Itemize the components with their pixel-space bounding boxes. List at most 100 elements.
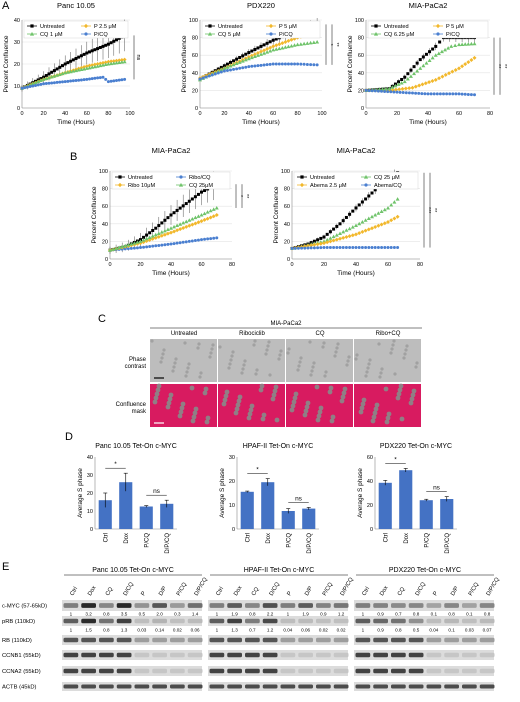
series-3 bbox=[290, 246, 400, 250]
data-point bbox=[210, 73, 214, 77]
cell-texture bbox=[186, 366, 190, 370]
category-label: Ctrl bbox=[383, 533, 389, 542]
data-point bbox=[181, 220, 186, 225]
x-tick-label: 40 bbox=[353, 262, 359, 268]
lane-label: D/P/CQ bbox=[194, 576, 209, 597]
x-tick-label: 0 bbox=[20, 111, 23, 117]
cell-texture bbox=[292, 395, 298, 401]
data-point bbox=[88, 50, 91, 54]
cell-texture bbox=[278, 353, 282, 357]
data-point bbox=[262, 48, 267, 53]
blot-band bbox=[187, 637, 203, 643]
cell-texture bbox=[414, 365, 418, 369]
data-point bbox=[354, 206, 358, 210]
y-axis-label: Percent Confluence bbox=[91, 186, 98, 243]
cell-texture bbox=[260, 416, 266, 422]
blot-band bbox=[245, 684, 260, 689]
category-label: Dox bbox=[124, 533, 130, 544]
blot-strip bbox=[62, 616, 202, 626]
data-point bbox=[162, 228, 167, 233]
data-point bbox=[312, 63, 316, 67]
cell-texture bbox=[405, 344, 409, 348]
chart-title: HPAF-II Tet-On c-MYC bbox=[243, 443, 314, 450]
cell-texture bbox=[410, 392, 416, 398]
data-point bbox=[66, 61, 70, 65]
data-point bbox=[315, 40, 320, 44]
data-point bbox=[357, 221, 362, 226]
phase-contrast-image bbox=[286, 339, 353, 382]
cell-texture bbox=[335, 346, 339, 350]
data-point bbox=[259, 49, 263, 54]
data-point bbox=[360, 220, 365, 224]
data-point bbox=[63, 80, 67, 84]
y-tick-label: 60 bbox=[284, 204, 290, 210]
data-point bbox=[98, 61, 103, 66]
quant-value: 0.03 bbox=[465, 628, 474, 633]
data-point bbox=[403, 86, 408, 91]
cell-texture bbox=[221, 401, 227, 407]
cell-texture bbox=[159, 360, 163, 364]
data-point bbox=[265, 63, 269, 67]
cell-texture bbox=[197, 342, 201, 346]
blot-band bbox=[116, 618, 132, 624]
data-point bbox=[187, 218, 192, 222]
legend-marker bbox=[435, 23, 441, 29]
data-point bbox=[398, 90, 402, 94]
data-point bbox=[308, 40, 313, 45]
data-point bbox=[426, 92, 430, 96]
legend-marker bbox=[269, 32, 273, 36]
lane-label: Dox bbox=[379, 585, 389, 597]
cell-texture bbox=[266, 344, 270, 348]
data-point bbox=[172, 224, 177, 229]
series-3 bbox=[364, 88, 476, 97]
blot-strip bbox=[62, 635, 202, 645]
data-point bbox=[90, 77, 94, 81]
data-point bbox=[453, 43, 458, 48]
data-point bbox=[160, 221, 164, 225]
data-point bbox=[424, 52, 428, 56]
data-point bbox=[305, 41, 310, 45]
data-point bbox=[370, 226, 374, 231]
data-point bbox=[357, 203, 361, 207]
data-point bbox=[370, 191, 374, 195]
lane-label: D/CQ bbox=[415, 581, 428, 597]
blot-band bbox=[245, 637, 260, 643]
lane-label: Dox bbox=[233, 585, 243, 597]
chart-title: MIA-PaCa2 bbox=[152, 146, 191, 155]
data-point bbox=[348, 246, 352, 250]
quant-value: 3.5 bbox=[121, 612, 128, 617]
blot-band bbox=[316, 652, 331, 658]
data-point bbox=[169, 226, 173, 230]
data-point bbox=[175, 241, 179, 245]
data-point bbox=[222, 69, 226, 73]
data-point bbox=[354, 232, 358, 237]
y-tick-label: 40 bbox=[367, 479, 373, 485]
blot-band bbox=[280, 618, 296, 624]
lane-label: Ctrl bbox=[215, 586, 225, 597]
cell-texture bbox=[252, 343, 256, 347]
condition-label: Ribociclib bbox=[239, 331, 265, 337]
blot-band bbox=[280, 603, 296, 608]
bar bbox=[240, 491, 254, 529]
blot-strip bbox=[354, 635, 494, 645]
blot-band bbox=[444, 618, 459, 624]
blot-band bbox=[462, 684, 477, 689]
data-point bbox=[71, 58, 75, 62]
blot-band bbox=[99, 684, 114, 689]
data-point bbox=[440, 74, 445, 79]
data-point bbox=[47, 81, 51, 85]
data-point bbox=[244, 52, 248, 56]
blot-band bbox=[408, 618, 424, 624]
data-point bbox=[202, 217, 207, 222]
data-point bbox=[457, 66, 461, 71]
cell-texture bbox=[373, 406, 379, 412]
blot-band bbox=[391, 668, 406, 674]
cell-texture bbox=[383, 386, 389, 392]
data-point bbox=[95, 62, 100, 66]
blot-band bbox=[355, 603, 371, 608]
x-tick-label: 60 bbox=[84, 111, 90, 117]
phase-contrast-image bbox=[354, 339, 421, 382]
data-point bbox=[397, 80, 401, 84]
data-point bbox=[250, 49, 254, 53]
data-point bbox=[302, 41, 307, 46]
